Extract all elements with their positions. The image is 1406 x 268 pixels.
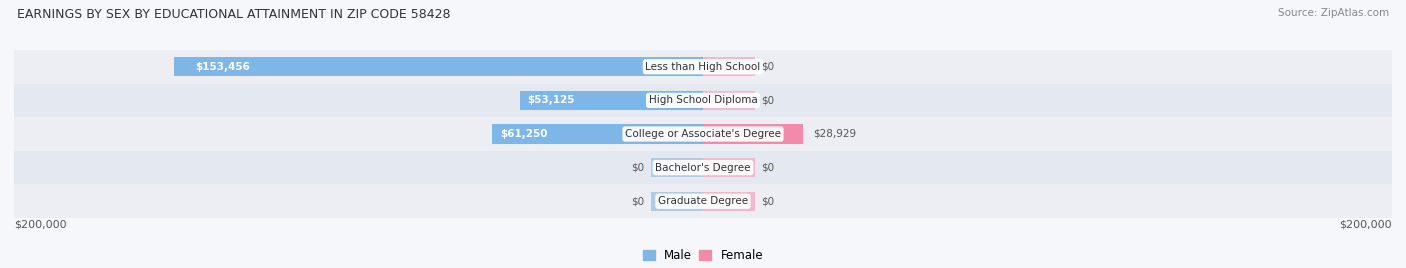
Text: $28,929: $28,929 — [813, 129, 856, 139]
Bar — [174, 57, 703, 76]
Text: $0: $0 — [762, 95, 775, 105]
Text: Bachelor's Degree: Bachelor's Degree — [655, 163, 751, 173]
Text: College or Associate's Degree: College or Associate's Degree — [626, 129, 780, 139]
Bar — [14, 151, 1392, 184]
Bar — [14, 184, 1392, 218]
Text: $0: $0 — [631, 163, 644, 173]
Bar — [14, 117, 1392, 151]
Text: $200,000: $200,000 — [14, 220, 66, 230]
Bar — [651, 158, 703, 177]
Bar — [703, 91, 755, 110]
Bar — [703, 192, 755, 211]
Text: $0: $0 — [762, 163, 775, 173]
Text: $53,125: $53,125 — [527, 95, 575, 105]
Text: $200,000: $200,000 — [1340, 220, 1392, 230]
Text: $0: $0 — [631, 196, 644, 206]
Text: $153,456: $153,456 — [195, 62, 250, 72]
Text: $0: $0 — [762, 62, 775, 72]
Text: $0: $0 — [762, 196, 775, 206]
Text: Graduate Degree: Graduate Degree — [658, 196, 748, 206]
Text: $61,250: $61,250 — [501, 129, 548, 139]
Bar — [703, 57, 755, 76]
Text: EARNINGS BY SEX BY EDUCATIONAL ATTAINMENT IN ZIP CODE 58428: EARNINGS BY SEX BY EDUCATIONAL ATTAINMEN… — [17, 8, 450, 21]
Bar — [14, 50, 1392, 84]
Bar — [520, 91, 703, 110]
Text: Source: ZipAtlas.com: Source: ZipAtlas.com — [1278, 8, 1389, 18]
Legend: Male, Female: Male, Female — [643, 249, 763, 262]
Bar — [703, 158, 755, 177]
Bar — [703, 124, 803, 144]
Bar — [14, 84, 1392, 117]
Text: High School Diploma: High School Diploma — [648, 95, 758, 105]
Bar — [492, 124, 703, 144]
Text: Less than High School: Less than High School — [645, 62, 761, 72]
Bar — [651, 192, 703, 211]
